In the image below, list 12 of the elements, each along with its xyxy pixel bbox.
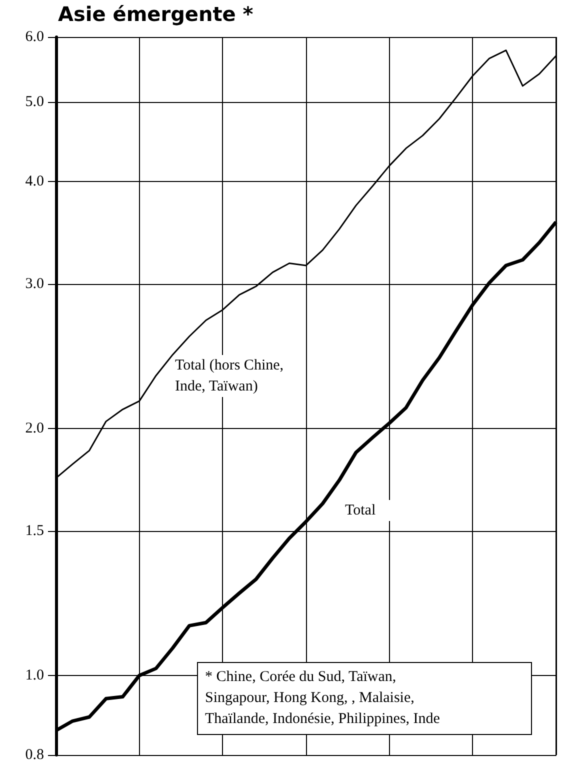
chart-title: Asie émergente * xyxy=(58,2,254,26)
y-tick-label: 1.0 xyxy=(25,667,44,684)
series-label: Total (hors Chine, Inde, Taïwan) xyxy=(175,358,288,394)
y-tick-label: 4.0 xyxy=(25,173,44,190)
y-tick-label: 3.0 xyxy=(25,276,44,292)
series-label: Total xyxy=(345,502,376,518)
annotation: * Chine, Corée du Sud, Taïwan, Singapour, Hong Kong, , Malaisie, Thaïlande, Indonésie, Philippines, Inde xyxy=(205,668,441,729)
y-tick-label: 0.8 xyxy=(25,747,44,763)
y-tick-label: 2.0 xyxy=(25,420,44,436)
y-tick-label: 1.5 xyxy=(25,523,44,539)
y-tick-label: 5.0 xyxy=(25,94,44,110)
y-tick-label: 6.0 xyxy=(25,29,44,45)
